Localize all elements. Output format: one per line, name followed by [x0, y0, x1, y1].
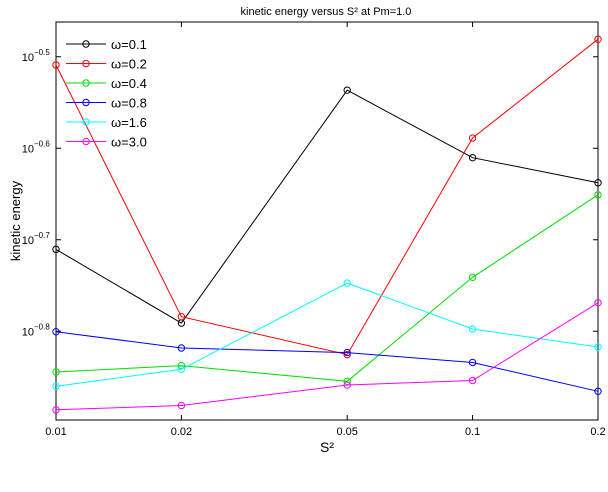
data-point [177, 401, 186, 410]
data-point [468, 273, 477, 281]
legend-marker [82, 137, 90, 146]
data-point [594, 191, 602, 199]
data-point [343, 377, 351, 385]
legend-label: ω=1.6 [111, 115, 147, 130]
series-line [55, 331, 599, 392]
legend-marker [82, 118, 90, 126]
data-point [343, 86, 351, 94]
legend-label: ω=0.4 [111, 76, 147, 91]
data-point [177, 344, 186, 352]
series-layer [52, 35, 602, 414]
legend-marker [82, 79, 90, 87]
data-point [52, 61, 60, 69]
data-point [343, 350, 351, 359]
data-point [177, 365, 186, 374]
series-line [55, 89, 599, 324]
x-tick-label: 0.2 [590, 426, 605, 438]
series-line [55, 38, 599, 356]
data-point [468, 376, 477, 385]
data-point [468, 153, 477, 162]
y-axis-label: kinetic energy [8, 180, 23, 261]
legend: ω=0.1 ω=0.2 ω=0.4 ω=0.8 ω=1.6 ω=3.0 [66, 37, 147, 150]
x-tick-label: 0.01 [45, 426, 66, 438]
series-line [55, 302, 599, 411]
data-point [177, 313, 186, 321]
y-tick-exponent: −0.5 [34, 48, 50, 57]
data-point [468, 325, 477, 333]
data-point [52, 382, 60, 391]
x-tick-label: 0.05 [336, 426, 357, 438]
legend-label: ω=0.8 [111, 96, 147, 111]
data-point [52, 368, 60, 376]
y-tick-label: 10 [22, 235, 34, 247]
data-point [468, 134, 477, 142]
y-tick-label: 10 [22, 326, 34, 338]
data-point [343, 279, 351, 287]
data-point [594, 387, 602, 395]
data-point [343, 381, 351, 389]
axes: 0.01 0.02 0.05 0.1 0.210 −0.510 −0.610 −0.710 −0… [22, 22, 606, 438]
series-line [55, 194, 599, 382]
data-point [343, 348, 351, 357]
y-tick-label: 10 [22, 143, 34, 155]
plot-area [55, 21, 599, 421]
series-line [55, 282, 599, 387]
data-point [52, 406, 60, 414]
legend-marker [82, 59, 90, 68]
data-point [594, 179, 602, 187]
data-point [594, 299, 602, 307]
data-point [52, 328, 60, 336]
y-tick-exponent: −0.8 [34, 322, 50, 331]
y-tick-label: 10 [22, 52, 34, 64]
data-point [594, 343, 602, 351]
data-point [594, 35, 602, 43]
y-tick-exponent: −0.7 [34, 231, 50, 240]
chart-title: kinetic energy versus S² at Pm=1.0 [241, 6, 412, 18]
legend-label: ω=0.1 [111, 37, 147, 52]
data-point [468, 358, 477, 367]
legend-label: ω=3.0 [111, 135, 147, 150]
data-point [52, 245, 60, 254]
y-tick-exponent: −0.6 [34, 139, 50, 148]
x-tick-label: 0.02 [171, 426, 192, 438]
x-axis-label: S² [320, 439, 334, 455]
legend-marker [82, 40, 90, 48]
x-tick-label: 0.1 [465, 426, 480, 438]
legend-label: ω=0.2 [111, 57, 147, 72]
legend-marker [82, 98, 90, 107]
